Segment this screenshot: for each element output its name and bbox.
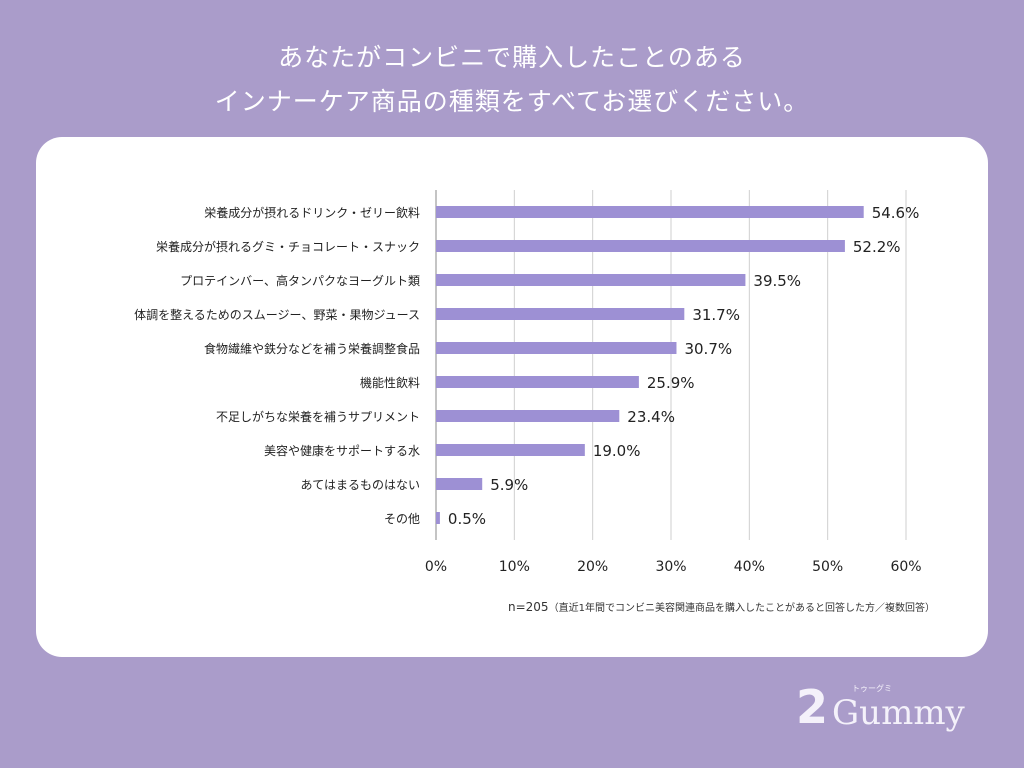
logo-ruby: トゥーグミ <box>852 684 893 693</box>
category-label: 栄養成分が摂れるグミ・チョコレート・スナック <box>156 239 420 254</box>
bar <box>436 512 440 524</box>
data-label: 30.7% <box>684 340 732 358</box>
bar <box>436 478 483 490</box>
chart-title: あなたがコンビニで購入したことのある インナーケア商品の種類をすべてお選びくださ… <box>0 36 1024 124</box>
category-label: プロテインバー、高タンパクなヨーグルト類 <box>180 273 420 288</box>
x-tick-label: 30% <box>655 559 686 575</box>
data-label: 0.5% <box>448 510 486 528</box>
data-label: 54.6% <box>872 204 920 222</box>
x-tick-label: 0% <box>425 559 447 575</box>
bar <box>436 410 620 422</box>
data-label: 23.4% <box>627 408 675 426</box>
data-label: 19.0% <box>593 442 641 460</box>
data-label: 25.9% <box>647 374 695 392</box>
title-line-1: あなたがコンビニで購入したことのある <box>278 43 746 72</box>
data-label: 39.5% <box>753 272 801 290</box>
footnote-note: （直近1年間でコンビニ美容関連商品を購入したことがあると回答した方／複数回答） <box>548 603 935 614</box>
title-line-2: インナーケア商品の種類をすべてお選びください。 <box>214 87 810 116</box>
logo: 2 トゥーグミ Gummy <box>796 680 965 732</box>
data-label: 31.7% <box>692 306 740 324</box>
bar <box>436 274 746 286</box>
logo-number: 2 <box>796 680 829 734</box>
category-label: その他 <box>384 512 420 526</box>
category-label: 体調を整えるためのスムージー、野菜・果物ジュース <box>134 307 420 322</box>
bar <box>436 206 864 218</box>
bar <box>436 342 677 354</box>
bar <box>436 308 685 320</box>
category-label: あてはまるものはない <box>300 478 420 492</box>
category-label: 美容や健康をサポートする水 <box>264 443 420 458</box>
category-label: 機能性飲料 <box>360 375 420 390</box>
footnote: n=205（直近1年間でコンビニ美容関連商品を購入したことがあると回答した方／複… <box>508 599 935 614</box>
x-tick-label: 10% <box>499 559 530 575</box>
x-tick-label: 40% <box>734 559 765 575</box>
logo-text: トゥーグミ Gummy <box>832 684 965 732</box>
x-tick-label: 60% <box>890 559 921 575</box>
chart-card <box>36 137 988 657</box>
sample-size: n=205 <box>508 600 549 614</box>
x-tick-label: 20% <box>577 559 608 575</box>
bar <box>436 376 639 388</box>
category-label: 不足しがちな栄養を補うサプリメント <box>216 409 420 424</box>
logo-word: Gummy <box>832 693 965 733</box>
bar <box>436 240 845 252</box>
category-label: 食物繊維や鉄分などを補う栄養調整食品 <box>204 341 420 356</box>
bar <box>436 444 585 456</box>
x-tick-label: 50% <box>812 559 843 575</box>
data-label: 52.2% <box>853 238 901 256</box>
category-label: 栄養成分が摂れるドリンク・ゼリー飲料 <box>204 205 420 220</box>
data-label: 5.9% <box>490 476 528 494</box>
